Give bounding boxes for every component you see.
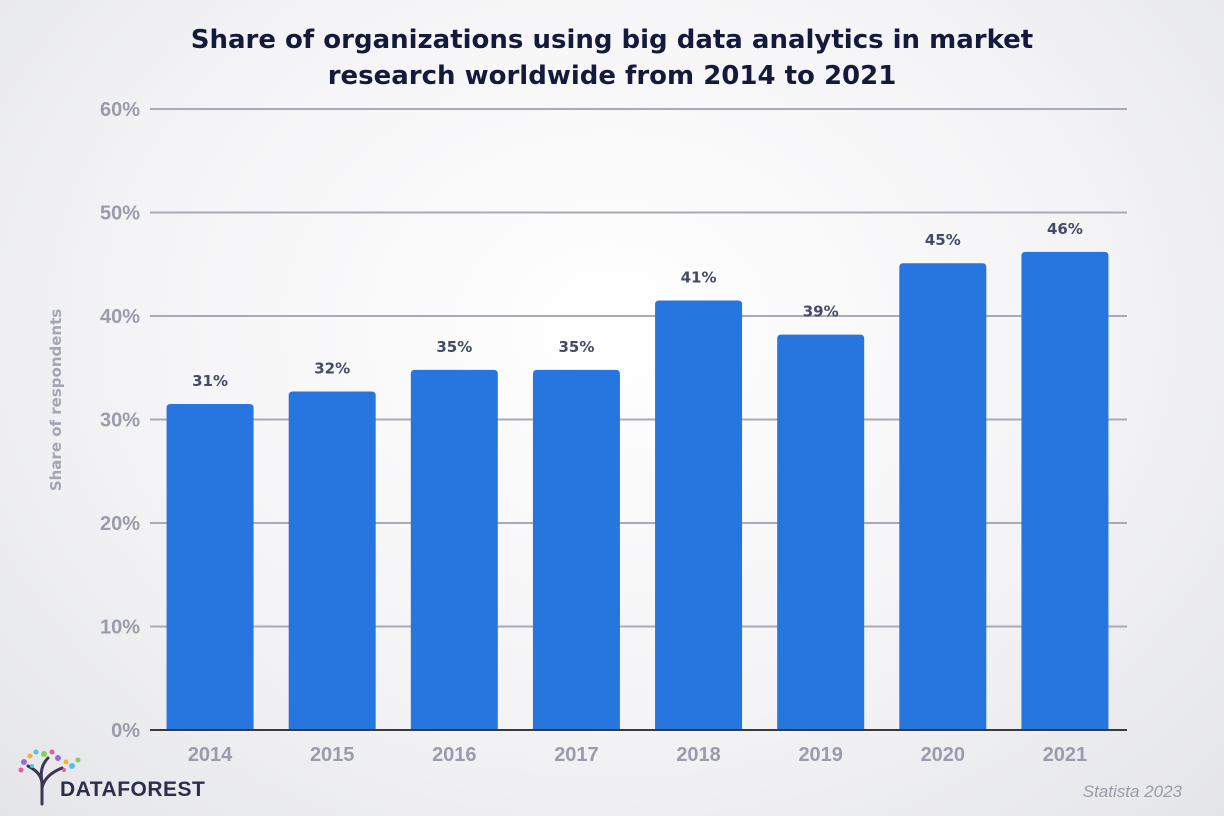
bar-2021 xyxy=(1021,251,1109,730)
source-credit: Statista 2023 xyxy=(1082,782,1182,801)
y-tick-label: 0% xyxy=(111,720,140,742)
bar-2014 xyxy=(166,403,254,730)
bar-2016 xyxy=(410,369,498,730)
chart-title-line-2: research worldwide from 2014 to 2021 xyxy=(327,61,897,91)
y-tick-label: 20% xyxy=(100,513,140,535)
data-label-2016: 35% xyxy=(436,338,472,356)
dataforest-logo: DATAFOREST xyxy=(18,748,208,808)
bar-2019 xyxy=(777,334,865,730)
bar-2020 xyxy=(899,263,987,730)
tree-icon xyxy=(18,749,81,806)
x-tick-label-2020: 2020 xyxy=(921,744,966,766)
x-axis-ticks: 2014 2015 2016 2017 2018 2019 2020 2021 xyxy=(188,744,1087,766)
data-label-2020: 45% xyxy=(925,231,961,249)
bars xyxy=(166,251,1109,730)
y-tick-label: 40% xyxy=(100,306,140,328)
x-tick-label-2016: 2016 xyxy=(432,744,477,766)
x-tick-label-2019: 2019 xyxy=(798,744,843,766)
y-tick-label: 60% xyxy=(100,99,140,121)
data-label-2021: 46% xyxy=(1047,220,1083,238)
x-tick-label-2014: 2014 xyxy=(188,744,233,766)
y-tick-label: 10% xyxy=(100,617,140,639)
chart-title-line-1: Share of organizations using big data an… xyxy=(190,25,1034,55)
y-axis-ticks: 0% 10% 20% 30% 40% 50% 60% xyxy=(100,99,140,742)
x-tick-label-2018: 2018 xyxy=(676,744,721,766)
data-label-2014: 31% xyxy=(192,372,228,390)
data-label-2017: 35% xyxy=(558,338,594,356)
data-label-2015: 32% xyxy=(314,360,350,378)
x-tick-label-2021: 2021 xyxy=(1043,744,1088,766)
y-tick-label: 30% xyxy=(100,410,140,432)
y-tick-label: 50% xyxy=(100,203,140,225)
bar-2018 xyxy=(655,300,743,730)
x-tick-label-2015: 2015 xyxy=(310,744,355,766)
data-label-2019: 39% xyxy=(803,303,839,321)
data-labels: 31% 32% 35% 35% 41% 39% 45% 46% xyxy=(192,220,1083,390)
bar-2015 xyxy=(288,391,376,730)
logo-text: DATAFOREST xyxy=(60,778,206,801)
y-axis-label: Share of respondents xyxy=(47,309,65,491)
data-label-2018: 41% xyxy=(681,268,717,286)
chart-title: Share of organizations using big data an… xyxy=(112,22,1112,94)
x-tick-label-2017: 2017 xyxy=(554,744,599,766)
bar-2017 xyxy=(532,369,620,730)
